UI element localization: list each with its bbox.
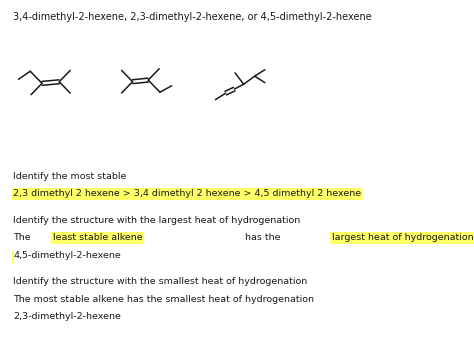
Text: largest heat of hydrogenation: largest heat of hydrogenation [332, 233, 474, 242]
Text: 4,5-dimethyl-2-hexene: 4,5-dimethyl-2-hexene [13, 251, 121, 260]
Text: 3,4-dimethyl-2-hexene, 2,3-dimethyl-2-hexene, or 4,5-dimethyl-2-hexene: 3,4-dimethyl-2-hexene, 2,3-dimethyl-2-he… [13, 12, 372, 22]
Text: 2,3-dimethyl-2-hexene: 2,3-dimethyl-2-hexene [13, 312, 121, 321]
Text: The: The [13, 233, 34, 242]
Text: The most stable alkene has the smallest heat of hydrogenation: The most stable alkene has the smallest … [13, 295, 314, 304]
Text: Identify the structure with the smallest heat of hydrogenation: Identify the structure with the smallest… [13, 277, 307, 286]
FancyBboxPatch shape [12, 251, 14, 264]
Text: Identify the structure with the largest heat of hydrogenation: Identify the structure with the largest … [13, 216, 301, 225]
Text: has the: has the [242, 233, 283, 242]
Text: least stable alkene: least stable alkene [53, 233, 143, 242]
Text: 2,3 dimethyl 2 hexene > 3,4 dimethyl 2 hexene > 4,5 dimethyl 2 hexene: 2,3 dimethyl 2 hexene > 3,4 dimethyl 2 h… [13, 189, 361, 198]
Text: Identify the most stable: Identify the most stable [13, 172, 127, 181]
